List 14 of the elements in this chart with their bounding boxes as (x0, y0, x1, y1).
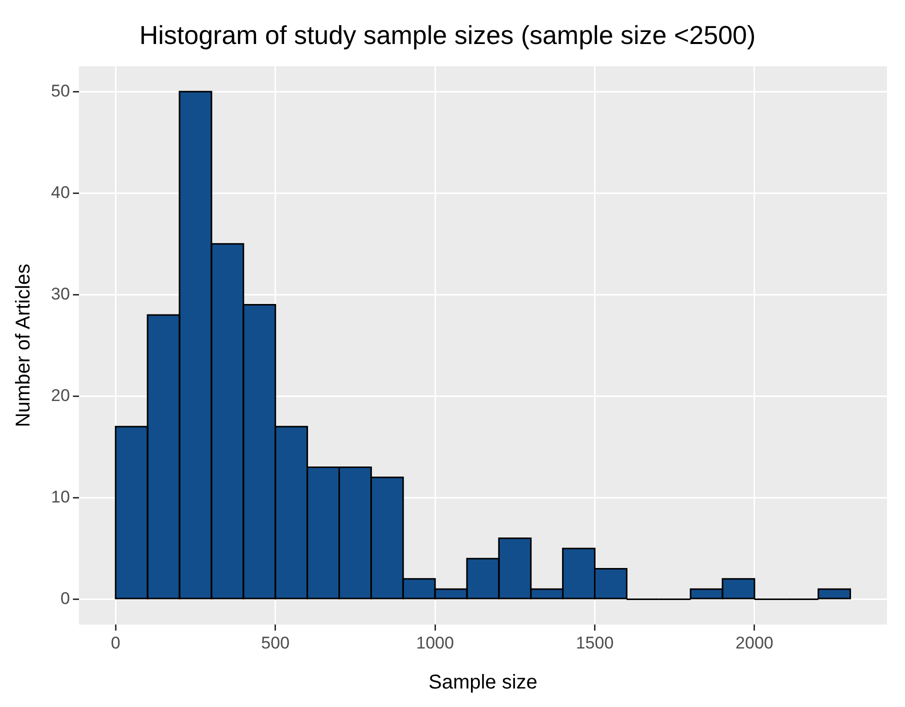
y-axis-title: Number of Articles (12, 264, 35, 428)
chart-title: Histogram of study sample sizes (sample size <2500) (139, 20, 756, 50)
x-tick-label: 0 (110, 633, 120, 652)
y-tick-label: 20 (50, 386, 70, 405)
y-tick-label: 40 (50, 182, 70, 202)
x-tick-label: 1000 (416, 633, 454, 652)
x-axis-title: Sample size (428, 672, 538, 694)
y-tick-label: 50 (50, 81, 70, 100)
x-tick-label: 500 (261, 633, 290, 652)
x-tick-label: 1500 (576, 633, 614, 652)
y-tick-label: 10 (50, 487, 70, 506)
x-tick-label: 2000 (736, 633, 774, 652)
y-tick-label: 30 (50, 284, 70, 304)
y-tick-label: 0 (60, 588, 70, 608)
